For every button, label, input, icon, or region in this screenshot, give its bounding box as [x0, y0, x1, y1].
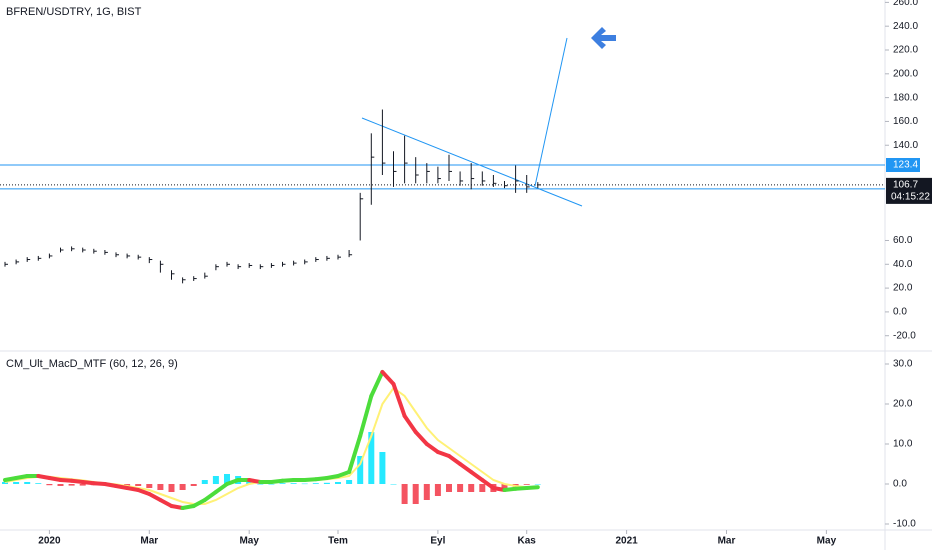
- histogram-bar: [368, 432, 375, 484]
- histogram-bar: [79, 484, 86, 486]
- macd-line: [402, 414, 418, 434]
- histogram-bar: [224, 474, 230, 484]
- histogram-bar: [179, 484, 186, 490]
- y-tick-label: 40.0: [893, 259, 913, 270]
- histogram-bar: [468, 484, 475, 492]
- histogram-bar: [201, 480, 208, 484]
- y-tick-label: 140.0: [893, 140, 918, 151]
- y-tick-label: -10.0: [893, 519, 916, 530]
- x-tick-label: Mar: [140, 536, 158, 547]
- x-tick-label: May: [239, 536, 259, 547]
- histogram-bar: [434, 484, 441, 496]
- histogram-bar: [401, 484, 408, 504]
- y-tick-label: 30.0: [893, 359, 913, 370]
- histogram-bar: [257, 484, 264, 485]
- macd-line: [380, 370, 396, 386]
- trend-line: [361, 117, 583, 207]
- macd-line: [158, 498, 174, 508]
- chart-title: BFREN/USDTRY, 1G, BIST: [6, 6, 142, 18]
- y-tick-label: 60.0: [893, 235, 913, 246]
- macd-line: [469, 470, 485, 482]
- macd-line: [447, 454, 463, 466]
- macd-line: [347, 434, 363, 474]
- histogram-bar: [379, 452, 386, 484]
- y-tick-label: 180.0: [893, 92, 918, 103]
- macd-line: [524, 485, 540, 490]
- x-tick-label: 2020: [38, 536, 61, 547]
- histogram-bar: [57, 484, 64, 486]
- x-tick-label: Kas: [518, 536, 537, 547]
- histogram-bar: [13, 482, 20, 484]
- histogram-bar: [357, 456, 364, 484]
- histogram-bar: [268, 484, 275, 485]
- projection-line: [534, 37, 568, 187]
- macd-line: [202, 490, 218, 502]
- histogram-bar: [534, 484, 541, 485]
- x-tick-label: May: [817, 536, 837, 547]
- histogram-bar: [35, 483, 42, 484]
- histogram-bar: [479, 484, 486, 492]
- y-tick-label: 200.0: [893, 68, 918, 79]
- y-tick-label: 240.0: [893, 21, 918, 32]
- histogram-bar: [423, 484, 430, 500]
- y-tick-label: -20.0: [893, 330, 916, 341]
- histogram-bar: [135, 484, 142, 486]
- y-tick-label: 0.0: [893, 479, 907, 490]
- y-tick-label: 220.0: [893, 45, 918, 56]
- macd-line: [369, 370, 385, 398]
- histogram-bar: [68, 484, 75, 486]
- macd-line: [413, 430, 429, 446]
- x-tick-label: 2021: [615, 536, 638, 547]
- last-price-bg: [886, 177, 932, 204]
- macd-line: [458, 462, 474, 474]
- histogram-bar: [312, 483, 319, 484]
- histogram-bar: [146, 484, 153, 488]
- y-tick-label: 20.0: [893, 399, 913, 410]
- macd-line: [147, 492, 163, 502]
- histogram-bar: [46, 484, 53, 486]
- macd-line: [191, 498, 207, 508]
- histogram-bar: [301, 483, 308, 485]
- y-tick-label: 20.0: [893, 283, 913, 294]
- macd-line: [213, 482, 229, 494]
- y-tick-label: 10.0: [893, 439, 913, 450]
- histogram-bar: [290, 483, 297, 484]
- level-label: 123.4: [893, 160, 918, 171]
- histogram-bar: [212, 476, 219, 484]
- histogram-bar: [279, 483, 286, 484]
- y-tick-label: 260.0: [893, 0, 918, 8]
- histogram-bar: [190, 484, 197, 486]
- histogram-bar: [346, 480, 353, 484]
- indicator-title: CM_Ult_MacD_MTF (60, 12, 26, 9): [6, 358, 178, 370]
- histogram-bar: [523, 484, 530, 485]
- histogram-bar: [168, 484, 175, 492]
- countdown-label: 04:15:22: [891, 192, 930, 203]
- macd-line: [358, 394, 374, 438]
- histogram-bar: [412, 484, 419, 504]
- histogram-bar: [457, 484, 464, 492]
- macd-line: [424, 442, 440, 454]
- macd-line: [480, 478, 496, 490]
- histogram-bar: [2, 482, 8, 484]
- last-price-label: 106.7: [893, 180, 918, 191]
- level-label-bg: [886, 158, 920, 172]
- x-tick-label: Eyl: [430, 536, 445, 547]
- macd-line: [391, 382, 407, 418]
- x-tick-label: Mar: [718, 536, 736, 547]
- arrow-icon: [591, 27, 616, 49]
- histogram-bar: [323, 482, 330, 484]
- histogram-bar: [157, 484, 164, 490]
- histogram-bar: [446, 484, 452, 492]
- histogram-bar: [24, 482, 31, 484]
- x-tick-label: Tem: [328, 536, 348, 547]
- histogram-bar: [335, 482, 341, 484]
- histogram-bar: [390, 484, 397, 485]
- y-tick-label: 160.0: [893, 116, 918, 127]
- y-tick-label: 0.0: [893, 307, 907, 318]
- histogram-bar: [501, 484, 508, 490]
